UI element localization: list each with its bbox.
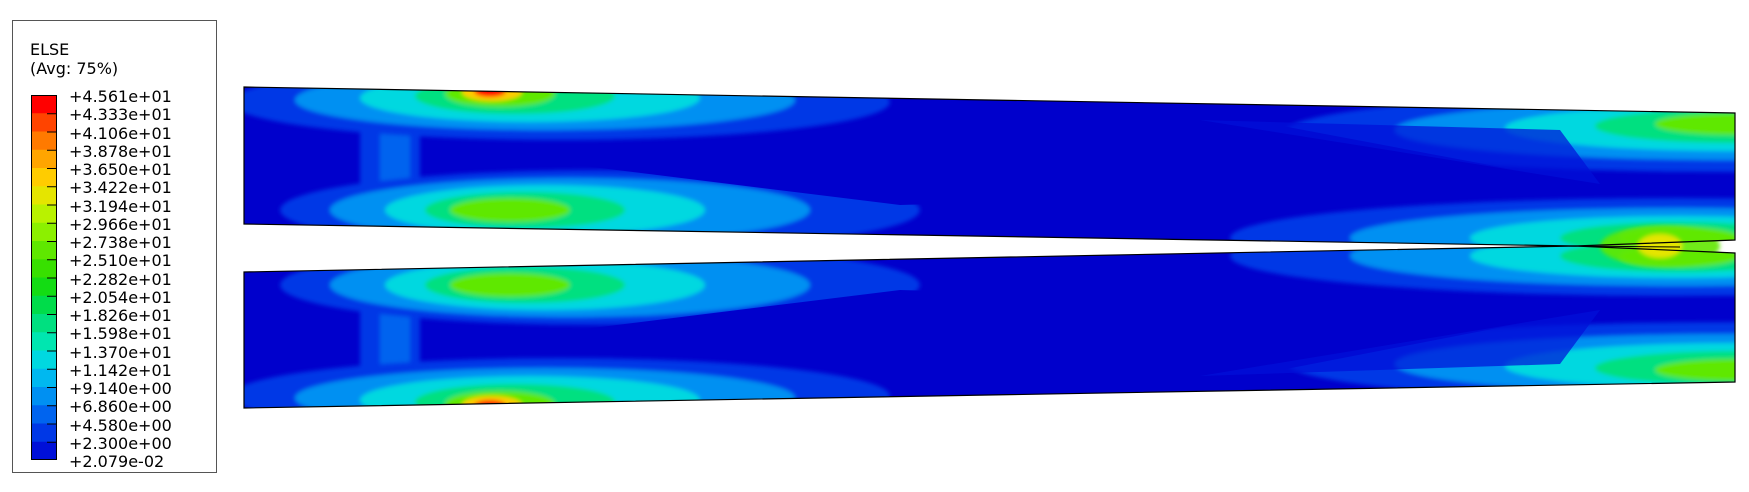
legend-value-label: +3.194e+01: [69, 196, 172, 216]
legend-value-label: +1.370e+01: [69, 342, 172, 362]
legend-color-swatch: [31, 423, 57, 443]
legend-bar-frame: [31, 95, 57, 460]
legend-color-swatch: [31, 241, 57, 260]
legend-color-swatch: [31, 295, 57, 315]
legend-color-swatch: [31, 350, 57, 370]
legend-value-label: +1.142e+01: [69, 360, 172, 380]
lower-right-lobe: [1655, 359, 1735, 381]
legend-value-label: +6.860e+00: [69, 397, 172, 417]
legend-averaging-note: (Avg: 75%): [30, 59, 119, 78]
legend-value-label: +1.826e+01: [69, 306, 172, 325]
crack-line: [1574, 245, 1681, 248]
legend-color-swatch: [31, 204, 57, 224]
lower-arm-outline: [243, 245, 1736, 409]
legend-value-label: +4.580e+00: [69, 415, 172, 435]
legend-value-label: +1.598e+01: [69, 324, 172, 344]
lower-low-wedge-band: [1200, 310, 1600, 376]
legend-color-swatch: [31, 113, 57, 132]
legend-color-bar: [31, 95, 57, 460]
legend-color-swatch: [31, 368, 57, 388]
legend-color-swatch: [31, 332, 57, 351]
legend-value-label: +2.282e+01: [69, 269, 172, 289]
legend-value-label: +2.300e+00: [69, 433, 172, 453]
upper-arm-outline: [243, 86, 1736, 247]
legend-color-swatch: [31, 168, 57, 187]
legend-color-swatch: [31, 387, 57, 406]
legend-value-label: +3.422e+01: [69, 178, 172, 198]
legend-color-swatch: [31, 441, 57, 460]
legend-value-label: +9.140e+00: [69, 379, 172, 398]
legend-color-swatch: [31, 259, 57, 278]
upper-right-lobe: [1595, 109, 1735, 143]
legend-value-label: +2.966e+01: [69, 214, 172, 234]
color-legend: ELSE (Avg: 75%) +4.561e+01 +4.333e+01 +4.1…: [12, 20, 217, 473]
legend-value-label: +4.333e+01: [69, 105, 172, 125]
legend-value-label: +4.561e+01: [69, 87, 172, 106]
crack-tip-core: [1638, 234, 1682, 258]
legend-value-label: +3.878e+01: [69, 141, 172, 161]
legend-color-swatch: [31, 186, 57, 205]
legend-title: ELSE: [30, 40, 70, 59]
upper-low-wedge-band: [1200, 120, 1600, 184]
legend-color-swatch: [31, 131, 57, 151]
legend-value-label: +4.106e+01: [69, 123, 172, 143]
legend-color-swatch: [31, 95, 57, 114]
upper-right-lobe: [1655, 113, 1735, 135]
legend-value-label: +2.738e+01: [69, 233, 172, 252]
lower-arm-contour: [244, 246, 1735, 408]
legend-color-swatch: [31, 149, 57, 169]
legend-value-label: +2.054e+01: [69, 287, 172, 307]
legend-color-swatch: [31, 405, 57, 424]
lower-bottom-hot-spot: [474, 400, 506, 408]
legend-color-swatch: [31, 222, 57, 242]
upper-slit-lobe: [450, 198, 570, 222]
lower-right-lobe: [1595, 351, 1735, 385]
upper-arm-contour: [244, 87, 1735, 246]
lower-slit-lobe: [450, 273, 570, 297]
legend-value-label: +3.650e+01: [69, 160, 172, 179]
crack-tip-hot-zone: [1600, 226, 1720, 266]
legend-color-swatch: [31, 277, 57, 297]
legend-value-label: +2.079e-02: [69, 452, 165, 471]
lower-bottom-lobe: [462, 396, 522, 408]
legend-value-label: +2.510e+01: [69, 251, 172, 271]
legend-color-swatch: [31, 314, 57, 333]
